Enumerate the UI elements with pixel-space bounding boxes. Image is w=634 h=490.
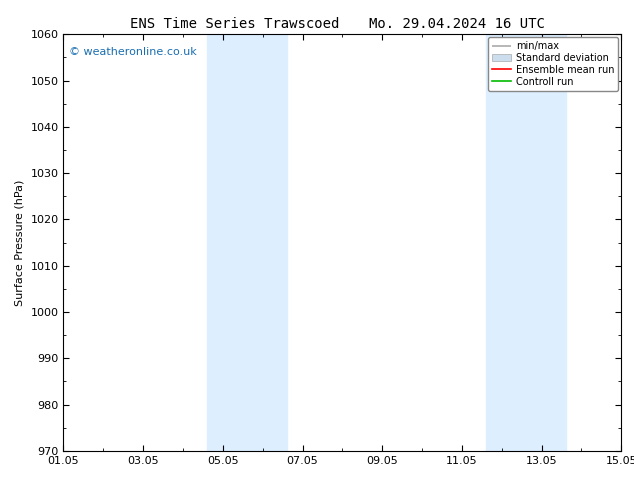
Legend: min/max, Standard deviation, Ensemble mean run, Controll run: min/max, Standard deviation, Ensemble me… xyxy=(488,37,618,91)
Bar xyxy=(207,34,287,451)
Text: Mo. 29.04.2024 16 UTC: Mo. 29.04.2024 16 UTC xyxy=(368,17,545,31)
Bar xyxy=(486,34,566,451)
Text: © weatheronline.co.uk: © weatheronline.co.uk xyxy=(69,47,197,57)
Y-axis label: Surface Pressure (hPa): Surface Pressure (hPa) xyxy=(15,179,25,306)
Text: ENS Time Series Trawscoed: ENS Time Series Trawscoed xyxy=(130,17,339,31)
